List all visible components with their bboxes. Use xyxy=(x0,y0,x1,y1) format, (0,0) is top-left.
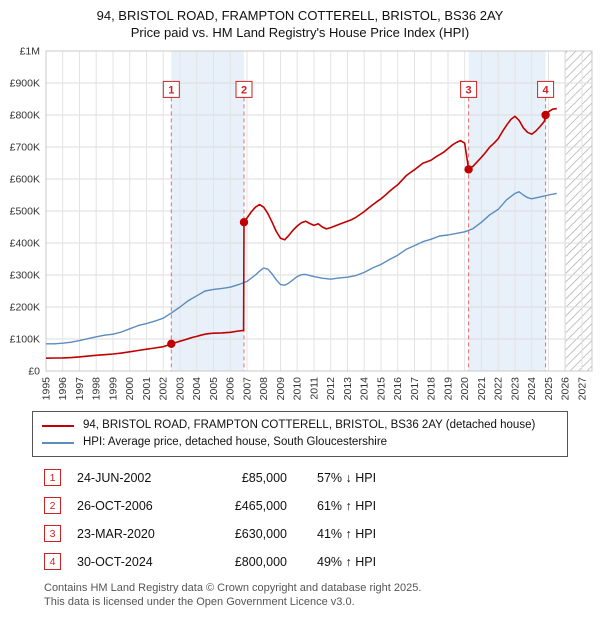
svg-text:2007: 2007 xyxy=(242,377,254,401)
sale-row-3: 3 23-MAR-2020 £630,000 41% ↑ HPI xyxy=(44,525,600,542)
svg-text:2027: 2027 xyxy=(577,377,589,401)
sale-point-dots xyxy=(167,110,550,348)
sale-2-marker: 2 xyxy=(44,497,61,514)
svg-text:2016: 2016 xyxy=(392,377,404,401)
svg-text:2002: 2002 xyxy=(158,377,170,401)
svg-text:2026: 2026 xyxy=(560,377,572,401)
svg-text:2023: 2023 xyxy=(510,377,522,401)
property-price-line xyxy=(45,107,557,359)
legend-item-property: 94, BRISTOL ROAD, FRAMPTON COTTERELL, BR… xyxy=(42,417,558,434)
sale-4-date: 30-OCT-2024 xyxy=(77,554,153,569)
svg-text:£900K: £900K xyxy=(10,78,40,90)
chart-svg: £0 £100K £200K £300K £400K £500K £600K £700K £80… xyxy=(10,46,593,401)
svg-text:1996: 1996 xyxy=(57,377,69,401)
svg-text:2022: 2022 xyxy=(493,377,505,401)
svg-text:2015: 2015 xyxy=(376,377,388,401)
svg-text:1998: 1998 xyxy=(91,377,103,401)
svg-text:2011: 2011 xyxy=(309,377,321,400)
sale-1-date: 24-JUN-2002 xyxy=(77,470,152,485)
page-title: 94, BRISTOL ROAD, FRAMPTON COTTERELL, BR… xyxy=(96,8,504,23)
sale-4-marker: 4 xyxy=(44,553,61,570)
attribution-line-1: Contains HM Land Registry data © Crown c… xyxy=(44,582,422,594)
sale-1-marker: 1 xyxy=(44,469,61,486)
price-history-chart: £0 £100K £200K £300K £400K £500K £600K £700K £80… xyxy=(0,41,600,407)
svg-text:£500K: £500K xyxy=(10,206,40,218)
svg-text:2017: 2017 xyxy=(409,377,421,401)
sale-1-price: £85,000 xyxy=(241,470,287,485)
legend-item-hpi: HPI: Average price, detached house, Sout… xyxy=(42,434,558,451)
svg-text:3: 3 xyxy=(466,84,472,96)
svg-text:2014: 2014 xyxy=(359,377,371,401)
svg-text:1999: 1999 xyxy=(108,377,120,401)
sale-4-hpi-delta: 49% ↑ HPI xyxy=(317,554,377,569)
svg-text:1995: 1995 xyxy=(41,377,53,401)
svg-text:2018: 2018 xyxy=(426,377,438,401)
svg-text:£200K: £200K xyxy=(10,302,40,314)
svg-text:£300K: £300K xyxy=(10,270,40,282)
svg-text:£400K: £400K xyxy=(10,238,40,250)
svg-text:2: 2 xyxy=(241,84,247,96)
svg-text:2020: 2020 xyxy=(459,377,471,401)
sale-1-hpi-delta: 57% ↓ HPI xyxy=(317,470,377,485)
svg-text:2013: 2013 xyxy=(342,377,354,401)
svg-text:£800K: £800K xyxy=(10,110,40,122)
svg-text:2009: 2009 xyxy=(275,377,287,401)
plot-border xyxy=(45,50,593,372)
legend-hpi-label: HPI: Average price, detached house, Sout… xyxy=(83,436,388,448)
svg-text:£700K: £700K xyxy=(10,142,40,154)
svg-text:2019: 2019 xyxy=(443,377,455,401)
svg-text:1997: 1997 xyxy=(74,377,86,401)
page-subtitle: Price paid vs. HM Land Registry's House … xyxy=(130,25,470,40)
sale-3-price: £630,000 xyxy=(234,526,287,541)
svg-text:2004: 2004 xyxy=(191,377,203,401)
sale-3-marker: 3 xyxy=(44,525,61,542)
hpi-line xyxy=(46,191,557,345)
svg-text:2008: 2008 xyxy=(258,377,270,401)
svg-text:2001: 2001 xyxy=(141,377,153,401)
svg-text:2025: 2025 xyxy=(543,377,555,401)
sale-3-hpi-delta: 41% ↑ HPI xyxy=(317,526,377,541)
svg-text:£100K: £100K xyxy=(10,334,40,346)
property-line-swatch xyxy=(42,424,74,427)
svg-text:2021: 2021 xyxy=(476,377,488,401)
svg-text:£600K: £600K xyxy=(10,174,40,186)
attribution-footer: Contains HM Land Registry data © Crown c… xyxy=(44,581,600,609)
svg-text:2006: 2006 xyxy=(225,377,237,401)
sales-table: 1 24-JUN-2002 £85,000 57% ↓ HPI 2 26-OCT… xyxy=(44,469,600,570)
svg-text:2003: 2003 xyxy=(175,377,187,401)
sale-2-hpi-delta: 61% ↑ HPI xyxy=(317,498,377,513)
legend: 94, BRISTOL ROAD, FRAMPTON COTTERELL, BR… xyxy=(32,411,568,457)
svg-text:2005: 2005 xyxy=(208,377,220,401)
svg-text:1: 1 xyxy=(168,84,174,96)
svg-text:2012: 2012 xyxy=(325,377,337,401)
sale-2-price: £465,000 xyxy=(234,498,287,513)
sale-row-1: 1 24-JUN-2002 £85,000 57% ↓ HPI xyxy=(44,469,600,486)
svg-text:2000: 2000 xyxy=(124,377,136,401)
svg-text:4: 4 xyxy=(543,84,550,96)
svg-text:£1M: £1M xyxy=(20,46,40,58)
sale-row-2: 2 26-OCT-2006 £465,000 61% ↑ HPI xyxy=(44,497,600,514)
hpi-line-swatch xyxy=(42,441,74,444)
attribution-line-2: This data is licensed under the Open Gov… xyxy=(44,596,355,608)
sale-4-price: £800,000 xyxy=(234,554,287,569)
svg-text:2024: 2024 xyxy=(526,377,538,401)
sale-row-4: 4 30-OCT-2024 £800,000 49% ↑ HPI xyxy=(44,553,600,570)
sale-2-date: 26-OCT-2006 xyxy=(77,498,153,513)
svg-text:2010: 2010 xyxy=(292,377,304,401)
svg-text:£0: £0 xyxy=(28,366,40,378)
sale-3-date: 23-MAR-2020 xyxy=(77,526,155,541)
legend-property-label: 94, BRISTOL ROAD, FRAMPTON COTTERELL, BR… xyxy=(83,419,536,431)
